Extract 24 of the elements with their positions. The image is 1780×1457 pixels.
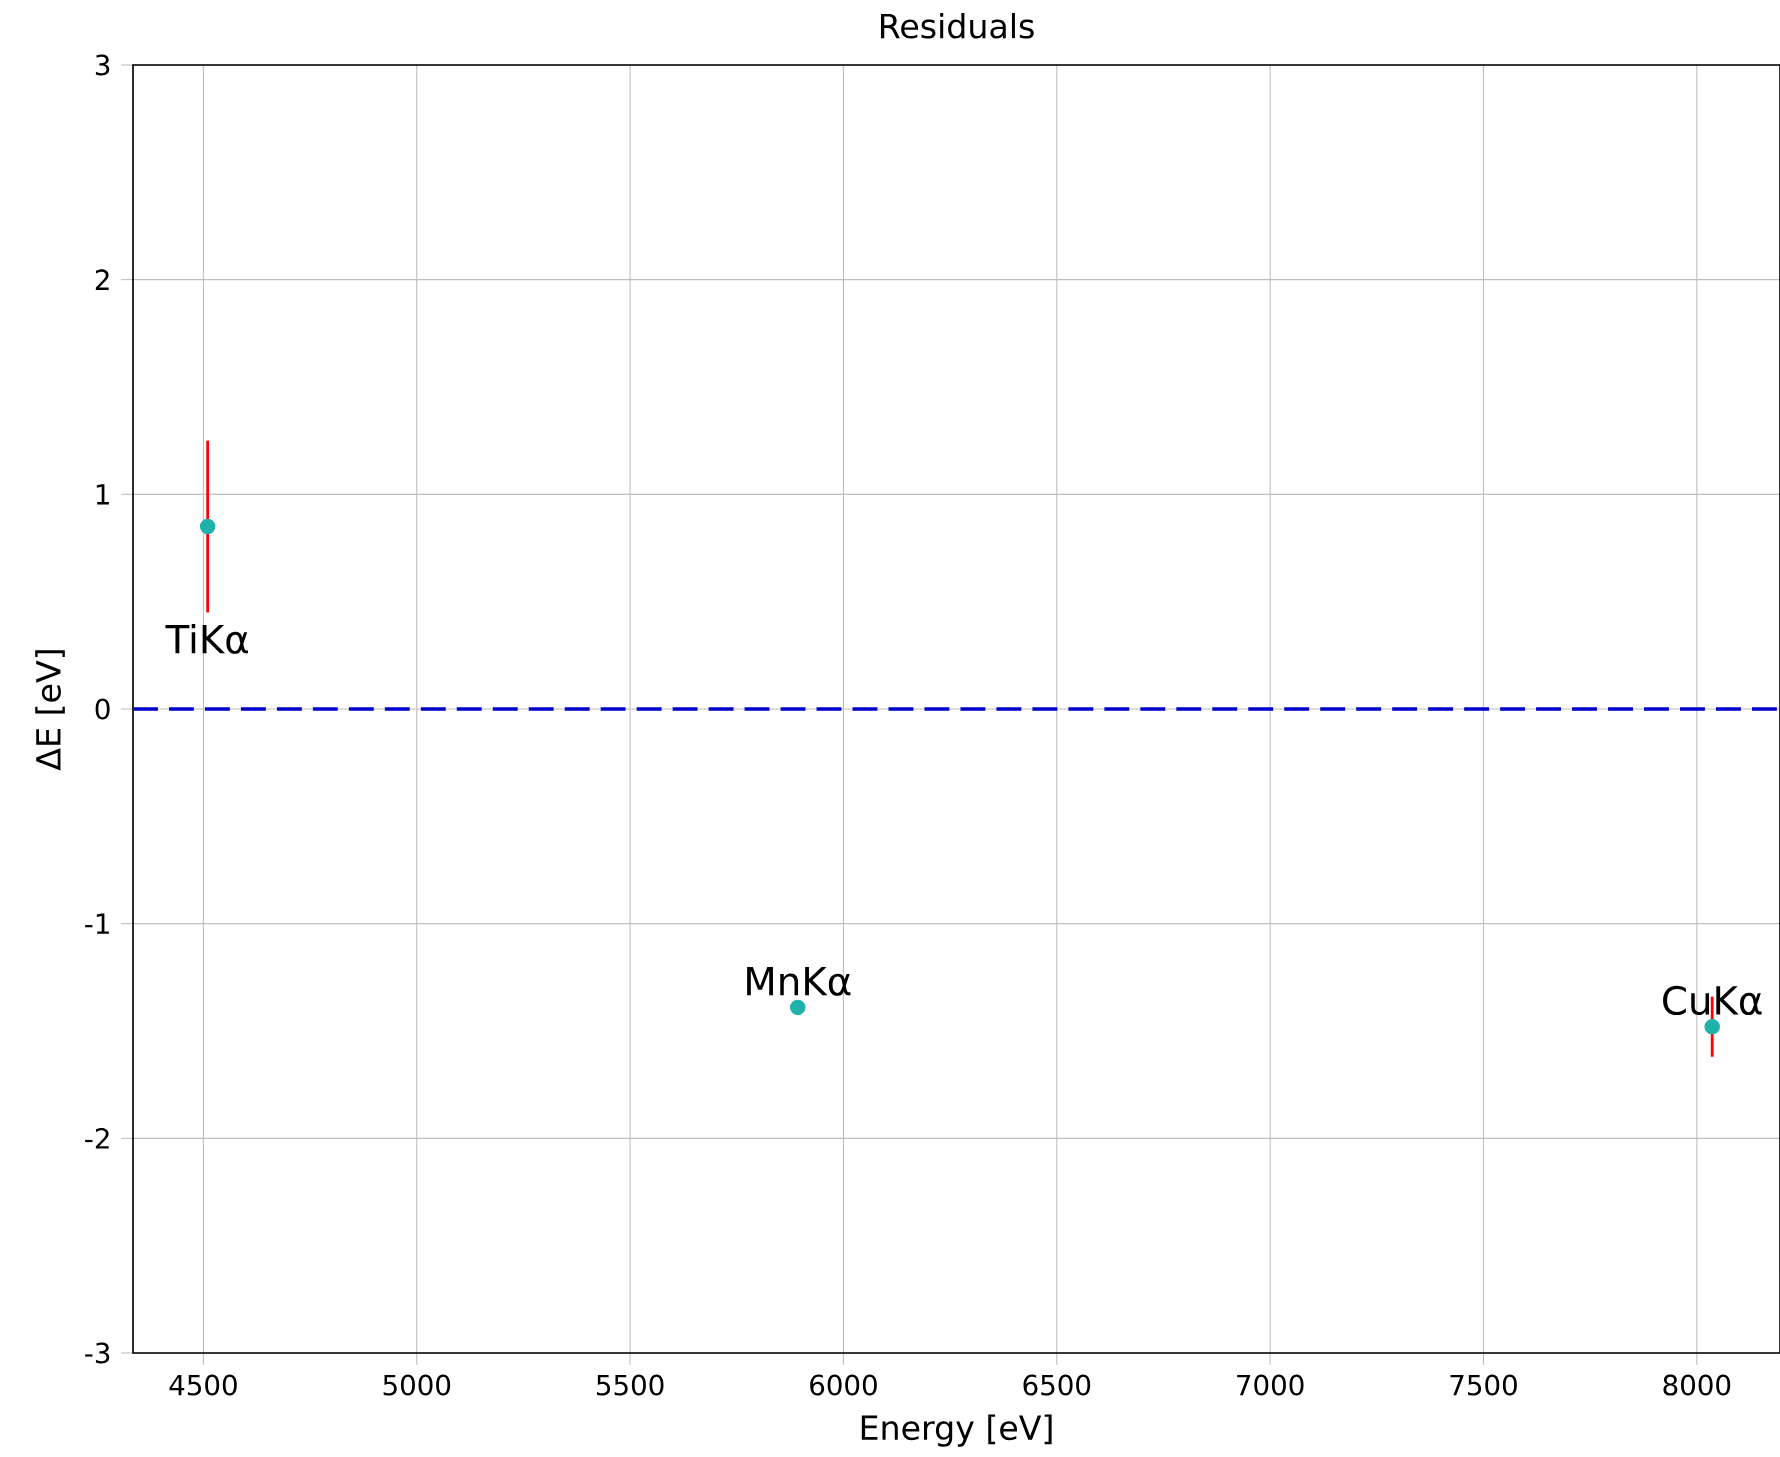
x-tick-label: 5500 (597, 1374, 664, 1396)
x-tick-label: 8000 (1663, 1374, 1731, 1396)
x-tick-label: 4500 (169, 1374, 237, 1396)
point (1704, 1018, 1720, 1035)
y-tick-label: -1 (85, 913, 109, 934)
y-tick-label: 3 (95, 54, 110, 76)
point (199, 518, 216, 535)
y-tick-label: 0 (95, 698, 110, 720)
y-tick-label: -3 (85, 1342, 110, 1364)
y-tick-label: -2 (85, 1128, 109, 1149)
x-tick-label: 7500 (1450, 1374, 1517, 1396)
annotation: MnKα (747, 967, 851, 996)
y-tick-label: 2 (95, 269, 109, 290)
x-axis-title: Energy [eV] (861, 1414, 1052, 1447)
annotation: TiKα (165, 623, 248, 654)
annotation: CuKα (1663, 985, 1762, 1016)
chart-title: Residuals (880, 12, 1034, 39)
x-tick-label: 5000 (383, 1374, 451, 1396)
x-tick-label: 6000 (810, 1374, 877, 1396)
y-tick-label: 1 (96, 484, 109, 505)
x-tick-label: 7000 (1237, 1374, 1304, 1396)
x-tick-label: 6500 (1023, 1374, 1091, 1396)
y-axis-title: ΔE [eV] (35, 650, 65, 771)
point (790, 999, 806, 1016)
